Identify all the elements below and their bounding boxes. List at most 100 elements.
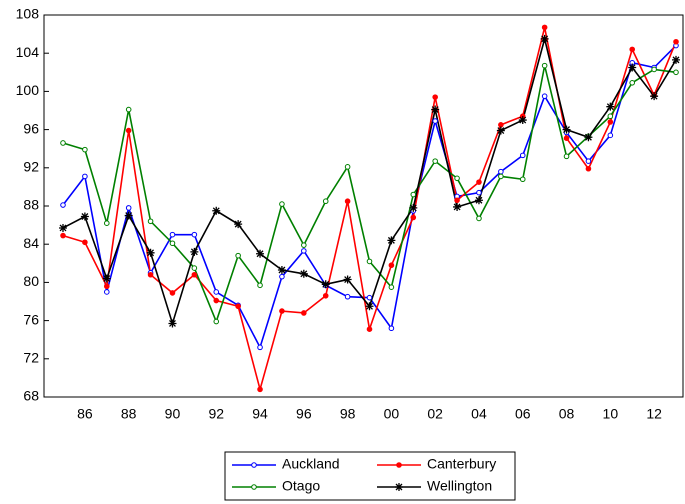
point: [256, 249, 265, 258]
point: [476, 179, 482, 185]
point: [498, 173, 504, 180]
point: [103, 283, 110, 290]
point: [168, 319, 177, 328]
point: [454, 175, 460, 182]
point: [235, 303, 241, 310]
point: [125, 106, 132, 113]
point: [498, 122, 504, 128]
legend-marker: [396, 462, 402, 468]
point: [585, 158, 592, 164]
point: [103, 220, 110, 226]
point: [279, 201, 285, 207]
point: [474, 196, 483, 205]
point: [80, 212, 89, 221]
point: [584, 133, 593, 142]
point: [519, 152, 526, 159]
point: [651, 66, 657, 73]
point: [432, 118, 438, 124]
point: [257, 386, 263, 393]
point: [279, 273, 285, 280]
point: [299, 269, 308, 278]
series-line: [62, 27, 677, 393]
point: [476, 189, 482, 196]
y-tick-label: 72: [23, 350, 39, 366]
point: [191, 265, 198, 271]
point: [410, 191, 417, 198]
point: [498, 168, 504, 175]
y-tick-label: 68: [23, 388, 39, 404]
x-tick-label: 10: [603, 406, 619, 422]
point: [103, 289, 110, 295]
point: [147, 271, 154, 278]
y-tick-label: 76: [23, 311, 39, 327]
point: [607, 119, 614, 125]
point: [124, 211, 133, 220]
point: [366, 326, 373, 332]
legend-label: Otago: [282, 478, 320, 494]
point: [496, 126, 505, 135]
x-tick-label: 02: [427, 406, 443, 422]
point: [629, 46, 636, 53]
point: [519, 176, 526, 183]
legend-box: [224, 451, 516, 501]
point: [628, 63, 637, 72]
point: [146, 248, 155, 257]
series-line: [62, 65, 677, 324]
x-tick-label: 06: [515, 406, 531, 422]
point: [563, 153, 570, 160]
point: [169, 231, 176, 238]
point: [409, 203, 418, 212]
point: [607, 113, 614, 120]
point: [607, 132, 614, 139]
point: [541, 62, 548, 69]
point: [59, 223, 67, 232]
y-tick-label: 100: [16, 82, 40, 98]
point: [147, 218, 154, 225]
series-line: [62, 38, 677, 327]
point: [125, 127, 132, 134]
point: [388, 325, 395, 332]
point: [213, 318, 220, 325]
point: [82, 173, 88, 180]
point: [322, 198, 329, 205]
point: [190, 247, 199, 256]
point: [234, 220, 243, 229]
point: [213, 289, 220, 295]
point: [60, 232, 66, 239]
point: [453, 202, 462, 211]
x-tick-label: 04: [471, 406, 487, 422]
point: [344, 198, 351, 205]
point: [650, 92, 659, 101]
x-tick-label: 94: [252, 406, 268, 422]
y-tick-label: 84: [23, 235, 39, 251]
point: [431, 105, 440, 114]
x-tick-label: 86: [77, 406, 93, 422]
point: [606, 102, 615, 111]
point: [518, 116, 527, 125]
point: [169, 290, 176, 296]
point: [60, 140, 66, 146]
point: [476, 215, 482, 222]
x-tick-label: 00: [384, 406, 400, 422]
point: [344, 164, 351, 170]
point: [387, 236, 396, 245]
point: [279, 308, 285, 314]
y-tick-label: 92: [23, 159, 39, 175]
point: [213, 297, 220, 304]
point: [432, 158, 438, 164]
point: [102, 274, 111, 283]
point: [541, 93, 548, 99]
point: [277, 265, 286, 274]
x-tick-label: 90: [165, 406, 181, 422]
x-tick-label: 92: [208, 406, 224, 422]
point: [432, 94, 438, 100]
point: [257, 282, 263, 289]
point: [82, 146, 88, 153]
point: [366, 294, 373, 301]
point: [365, 302, 374, 311]
point: [585, 165, 592, 172]
x-tick-label: 12: [646, 406, 662, 422]
point: [125, 205, 132, 211]
point: [673, 69, 679, 76]
